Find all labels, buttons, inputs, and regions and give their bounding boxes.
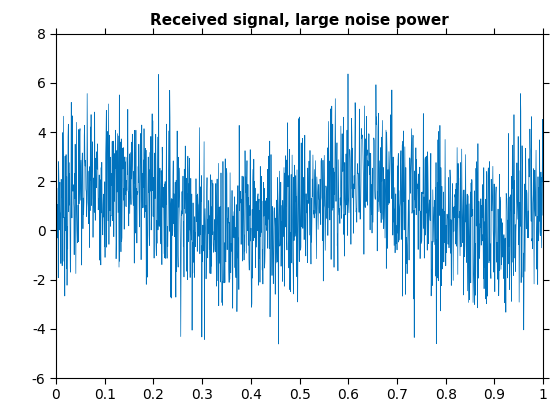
Title: Received signal, large noise power: Received signal, large noise power <box>150 13 449 28</box>
